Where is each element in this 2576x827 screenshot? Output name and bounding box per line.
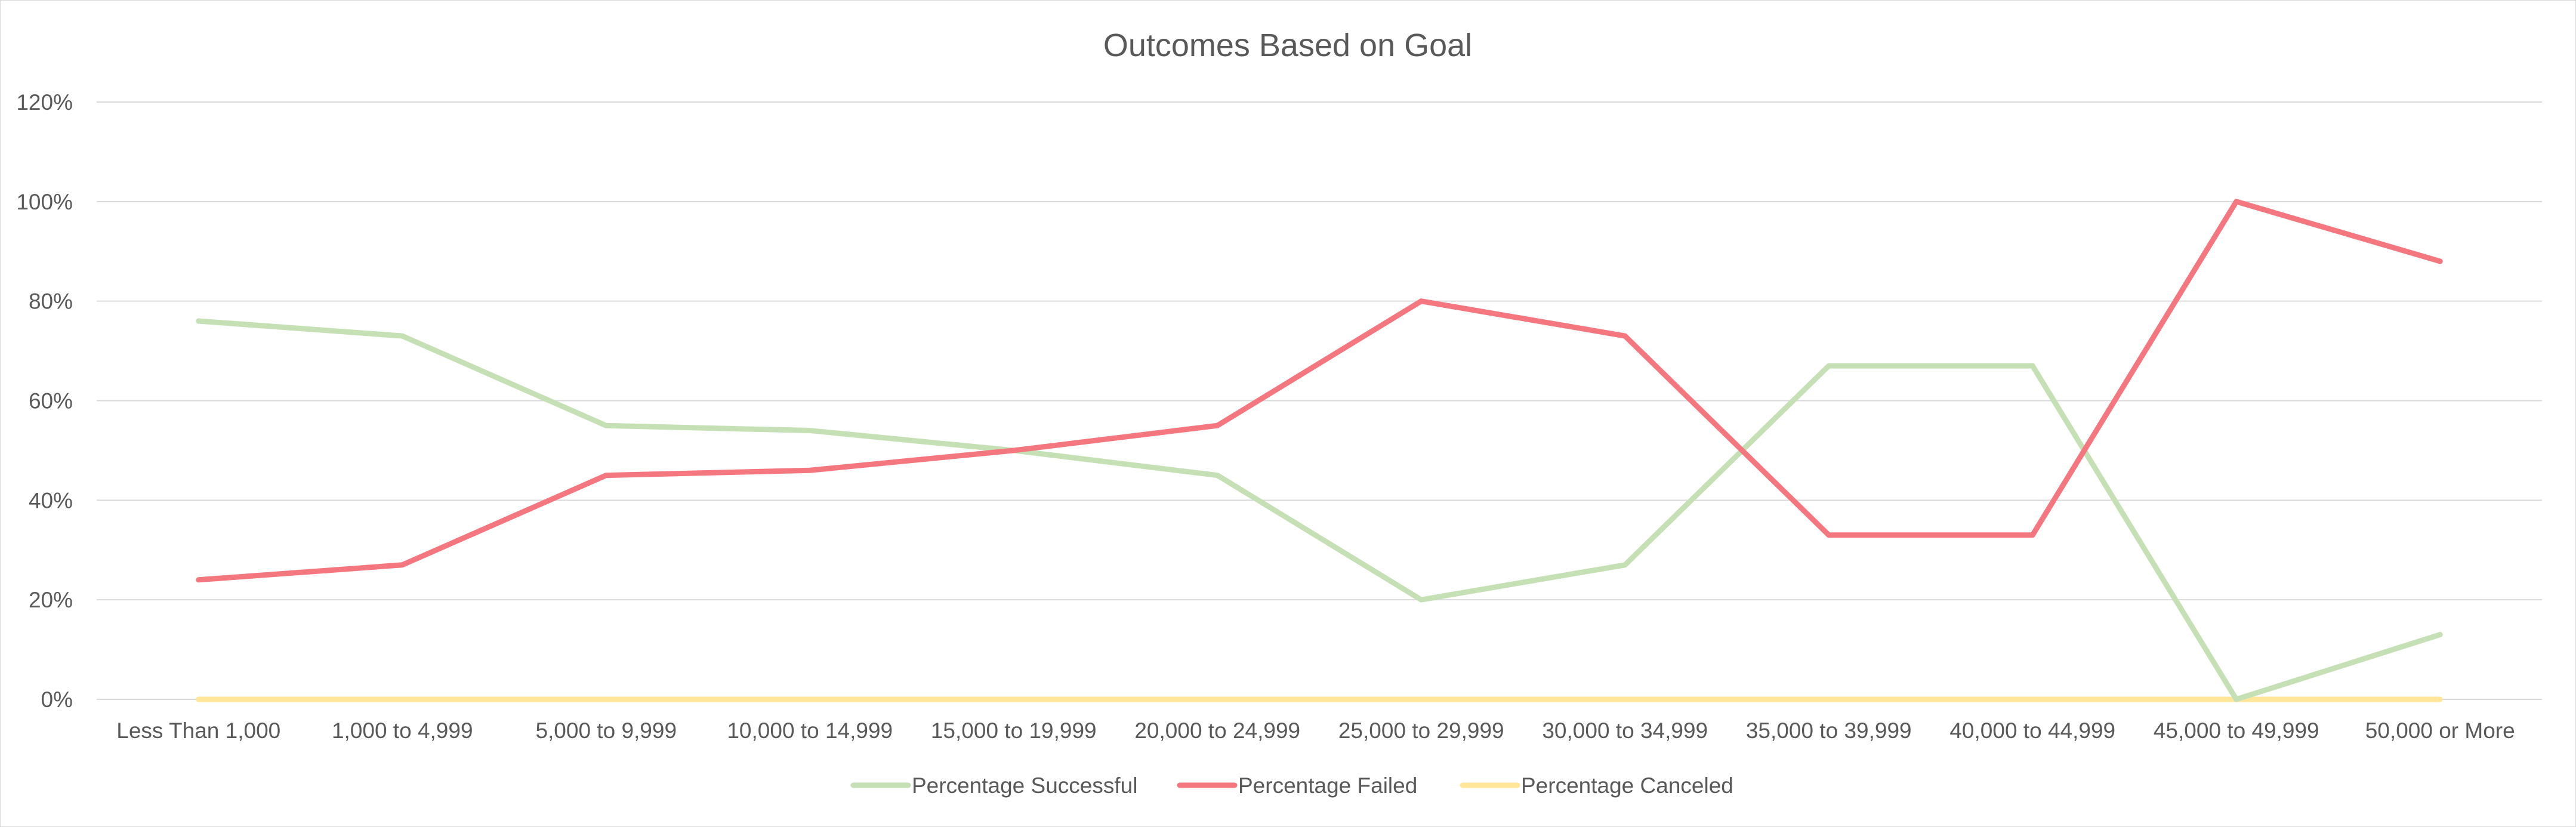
x-tick-label: Less Than 1,000: [116, 718, 280, 743]
series-line-percentage-successful: [196, 318, 2443, 702]
y-tick-label: 80%: [29, 289, 73, 314]
x-tick-label: 45,000 to 49,999: [2154, 718, 2319, 743]
x-tick-label: 15,000 to 19,999: [931, 718, 1097, 743]
y-tick-label: 120%: [16, 90, 73, 115]
series-line-percentage-failed: [196, 199, 2443, 583]
chart-title: Outcomes Based on Goal: [1103, 27, 1472, 63]
y-tick-label: 60%: [29, 389, 73, 414]
series-layer: [196, 199, 2443, 702]
x-tick-label: 10,000 to 14,999: [727, 718, 893, 743]
x-tick-label: 40,000 to 44,999: [1949, 718, 2115, 743]
x-axis-ticks: Less Than 1,000 1,000 to 4,999 5,000 to 9,…: [116, 718, 2515, 743]
y-tick-label: 100%: [16, 190, 73, 214]
x-tick-label: 35,000 to 39,999: [1746, 718, 1912, 743]
x-tick-label: 25,000 to 29,999: [1338, 718, 1504, 743]
y-tick-label: 0%: [41, 687, 73, 712]
legend: Percentage Successful Percentage Failed Pe…: [850, 773, 1733, 798]
y-tick-label: 40%: [29, 488, 73, 513]
legend-label: Percentage Canceled: [1521, 773, 1733, 798]
legend-label: Percentage Successful: [912, 773, 1137, 798]
legend-label: Percentage Failed: [1238, 773, 1417, 798]
y-axis-ticks: 0% 20% 40% 60% 80% 100% 120%: [16, 90, 73, 712]
gridlines: [97, 101, 2542, 700]
x-tick-label: 1,000 to 4,999: [332, 718, 473, 743]
x-tick-label: 20,000 to 24,999: [1134, 718, 1300, 743]
y-tick-label: 20%: [29, 588, 73, 612]
x-tick-label: 50,000 or More: [2365, 718, 2515, 743]
x-tick-label: 5,000 to 9,999: [535, 718, 677, 743]
x-tick-label: 30,000 to 34,999: [1542, 718, 1708, 743]
